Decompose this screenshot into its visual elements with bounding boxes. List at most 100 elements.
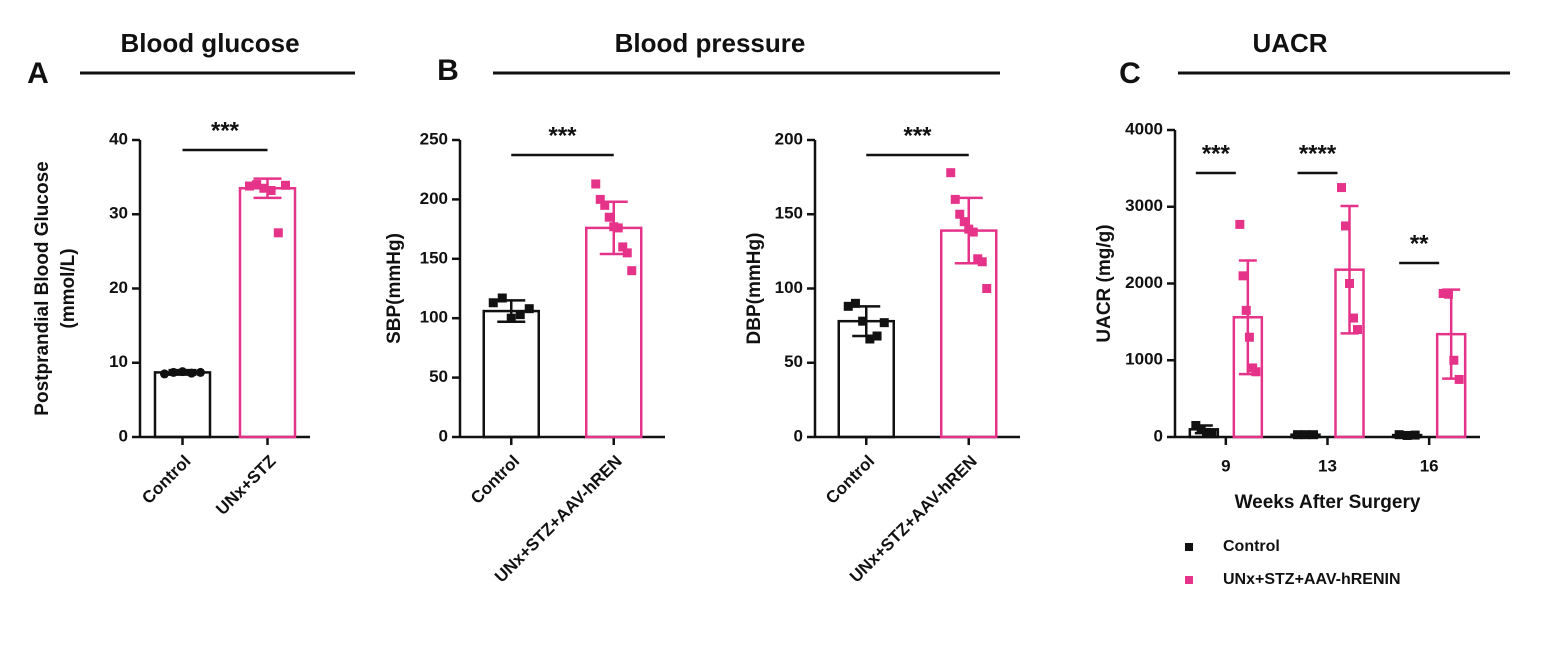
panel-title: Blood pressure <box>615 28 806 58</box>
data-point <box>959 217 969 227</box>
data-point <box>515 310 525 320</box>
data-point <box>1251 367 1261 377</box>
data-point <box>950 194 960 204</box>
data-point <box>1235 219 1245 229</box>
significance: ** <box>1410 230 1429 257</box>
significance: *** <box>903 122 932 149</box>
data-point <box>1244 332 1254 342</box>
data-point <box>858 316 868 326</box>
significance: **** <box>1299 140 1337 167</box>
y-tick-label: 200 <box>775 129 803 148</box>
data-point <box>1202 427 1211 437</box>
significance: *** <box>1202 140 1231 167</box>
data-point <box>618 242 628 252</box>
data-point <box>1341 221 1350 231</box>
y-tick-label: 150 <box>775 204 803 223</box>
data-point <box>946 168 956 178</box>
y-tick-label: 10 <box>109 352 128 371</box>
data-point <box>187 368 196 378</box>
data-point <box>968 227 978 237</box>
data-point <box>982 284 992 293</box>
data-point <box>1402 430 1412 440</box>
data-point <box>1454 374 1464 384</box>
x-axis-label: Weeks After Surgery <box>1235 492 1421 513</box>
data-point <box>872 331 882 341</box>
x-tick-label: Control <box>467 452 523 508</box>
data-point <box>1293 430 1302 440</box>
significance: *** <box>548 122 577 149</box>
y-axis-label: SBP(mmHg) <box>384 233 405 344</box>
y-tick-label: 0 <box>1154 426 1163 445</box>
data-point <box>1449 355 1459 365</box>
legend-swatch <box>1185 543 1193 551</box>
data-point <box>955 209 965 219</box>
x-tick-label: 16 <box>1420 456 1439 475</box>
legend-label: Control <box>1223 538 1280 555</box>
panel-title: UACR <box>1252 28 1327 58</box>
data-point <box>1337 183 1346 193</box>
data-point <box>169 367 178 377</box>
data-point <box>1301 430 1310 440</box>
y-axis-label: DBP(mmHg) <box>744 233 765 345</box>
significance: *** <box>211 117 240 144</box>
data-point <box>252 180 262 190</box>
y-tick-label: 50 <box>429 367 448 386</box>
y-tick-label: 0 <box>119 426 128 445</box>
data-point <box>1241 305 1251 315</box>
bar <box>238 187 297 439</box>
data-point <box>604 212 614 222</box>
bar <box>585 226 643 439</box>
y-tick-label: 50 <box>784 352 803 371</box>
data-point <box>1191 420 1201 430</box>
data-point <box>1410 430 1420 440</box>
x-tick-label: 9 <box>1221 456 1230 475</box>
data-point <box>1196 424 1206 434</box>
data-point <box>524 304 534 314</box>
panel-letter: B <box>437 54 459 87</box>
data-point <box>273 228 283 238</box>
data-point <box>1438 288 1448 298</box>
data-point <box>259 183 269 193</box>
data-point <box>879 318 889 328</box>
data-point <box>281 180 290 190</box>
y-tick-label: 150 <box>420 248 448 267</box>
data-point <box>600 200 610 210</box>
panel-title: Blood glucose <box>120 28 299 58</box>
y-tick-label: 100 <box>420 308 448 327</box>
data-point <box>1309 430 1318 440</box>
data-point <box>595 194 605 204</box>
legend-swatch <box>1185 576 1193 584</box>
data-point <box>266 185 276 195</box>
data-point <box>178 367 187 377</box>
data-point <box>977 257 987 267</box>
data-point <box>1345 279 1354 288</box>
y-axis-label: UACR (mg/g) <box>1094 224 1115 342</box>
x-tick-label: Control <box>822 452 878 508</box>
legend-label: UNx+STZ+AAV-hRENIN <box>1223 571 1401 588</box>
data-point <box>1349 313 1358 323</box>
y-tick-label: 0 <box>439 426 448 445</box>
data-point <box>196 367 205 377</box>
y-axis-label: Postprandial Blood Glucose <box>32 161 53 415</box>
y-tick-label: 30 <box>109 204 128 223</box>
panel-letter: A <box>27 57 49 90</box>
bar <box>153 371 212 439</box>
data-point <box>622 248 632 258</box>
data-point <box>506 313 516 323</box>
x-tick-label: Control <box>138 452 194 508</box>
panel-letter: C <box>1119 57 1141 90</box>
data-point <box>843 301 853 311</box>
data-point <box>1394 430 1404 440</box>
y-tick-label: 4000 <box>1125 119 1163 138</box>
data-point <box>497 293 507 303</box>
y-tick-label: 0 <box>794 426 803 445</box>
data-point <box>1444 289 1453 299</box>
data-point <box>591 179 601 189</box>
data-point <box>1207 428 1217 438</box>
y-tick-label: 2000 <box>1125 273 1163 292</box>
y-tick-label: 20 <box>109 278 128 297</box>
data-point <box>865 334 875 344</box>
y-tick-label: 1000 <box>1125 350 1163 369</box>
data-point <box>160 369 169 379</box>
